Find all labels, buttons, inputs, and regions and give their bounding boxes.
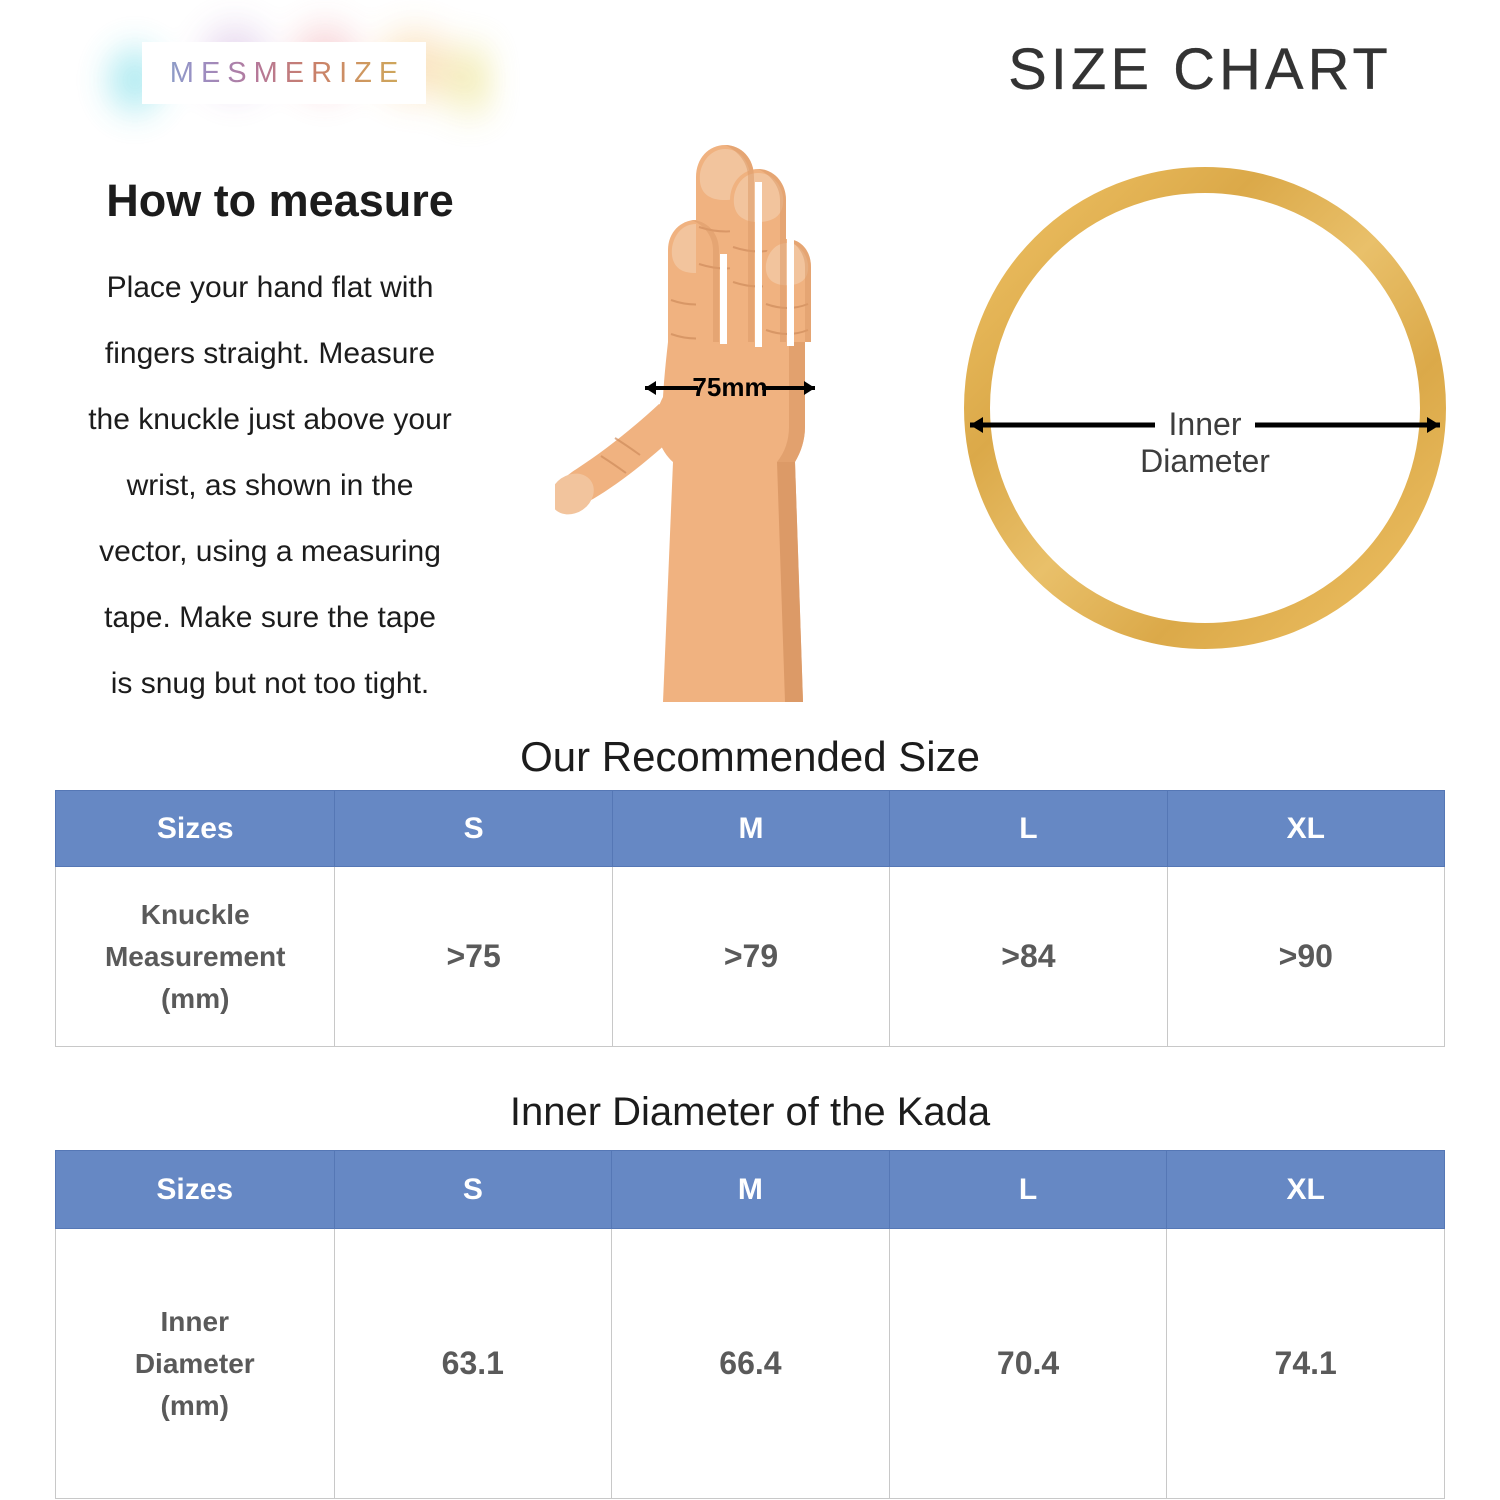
- svg-text:75mm: 75mm: [692, 372, 767, 402]
- svg-text:Diameter: Diameter: [1140, 443, 1270, 479]
- svg-text:Inner: Inner: [1169, 406, 1242, 442]
- svg-text:SIZE CHART: SIZE CHART: [1008, 37, 1392, 102]
